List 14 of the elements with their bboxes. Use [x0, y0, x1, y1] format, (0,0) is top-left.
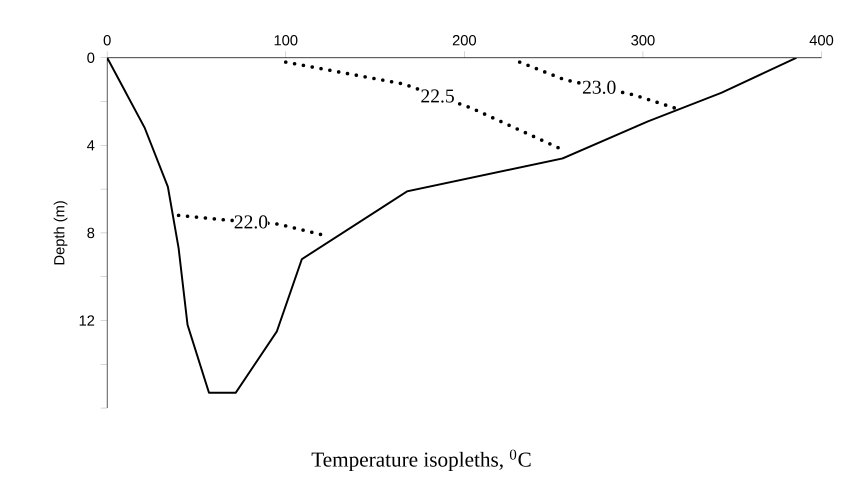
x-tick-label: 400	[810, 34, 834, 46]
series-label: 22.5	[421, 89, 454, 103]
x-tick-label: 0	[104, 34, 111, 46]
series-label: 22.0	[234, 215, 268, 229]
series-label: 23.0	[582, 80, 616, 94]
y-tick-label: 0	[87, 52, 94, 63]
y-tick-label: 4	[87, 140, 94, 150]
x-tick-label: 200	[452, 34, 476, 46]
text: Temperature isopleths, $^{0}$C	[312, 450, 531, 471]
y-tick-label: 12	[80, 315, 94, 326]
x-tick-label: 100	[274, 34, 298, 46]
y-tick-label: 8	[87, 228, 94, 238]
y-axis-title: Depth (m)	[54, 201, 68, 264]
x-tick-label: 300	[631, 34, 655, 46]
